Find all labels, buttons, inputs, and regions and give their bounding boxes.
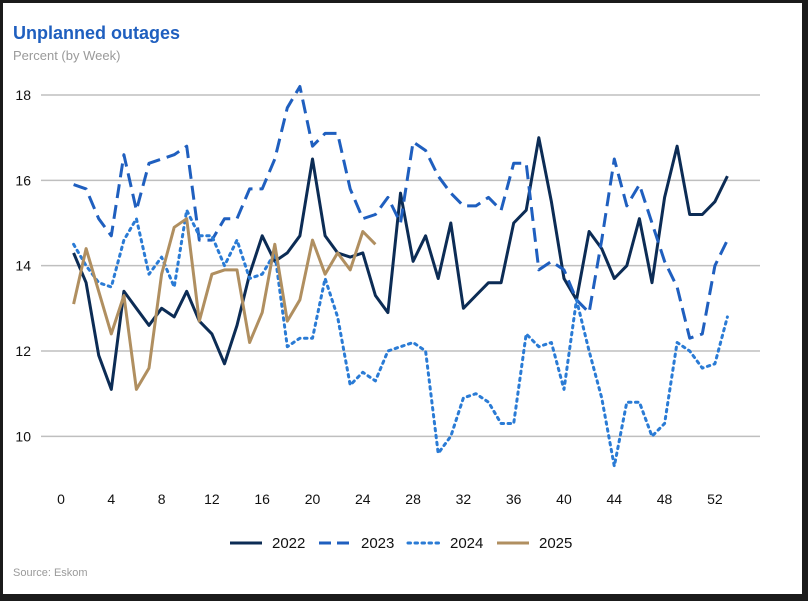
x-tick-label: 40: [556, 491, 572, 507]
x-tick-label: 44: [606, 491, 622, 507]
y-tick-label: 18: [15, 87, 31, 103]
legend-label-2024: 2024: [450, 535, 483, 552]
x-tick-label: 28: [405, 491, 421, 507]
x-tick-label: 4: [107, 491, 115, 507]
x-tick-label: 0: [57, 491, 65, 507]
legend: 2022 2023 2024 2025: [230, 535, 572, 552]
y-tick-label: 16: [15, 172, 31, 188]
series-lines: [72, 85, 729, 468]
y-tick-label: 12: [15, 343, 31, 359]
x-tick-label: 12: [204, 491, 220, 507]
x-tick-label: 32: [456, 491, 472, 507]
y-tick-label: 14: [15, 258, 31, 274]
x-tick-label: 24: [355, 491, 371, 507]
x-tick-label: 48: [657, 491, 673, 507]
chart-subtitle: Percent (by Week): [13, 48, 121, 63]
x-tick-label: 52: [707, 491, 723, 507]
legend-label-2022: 2022: [272, 535, 305, 552]
y-axis-ticks: 10 12 14 16 18: [15, 87, 31, 444]
chart-title: Unplanned outages: [13, 23, 181, 43]
legend-label-2025: 2025: [539, 535, 572, 552]
series-line-2022: [72, 136, 729, 391]
series-line-2025: [72, 217, 377, 391]
grid: [41, 94, 760, 438]
chart-card: Unplanned outages Percent (by Week) 10 12…: [3, 3, 802, 594]
x-axis-ticks: 0 4 8 12 16 20 24 28 32 36 40 44 48 52: [57, 491, 723, 507]
x-tick-label: 16: [254, 491, 270, 507]
series-line-2024: [72, 208, 729, 468]
x-tick-label: 20: [305, 491, 321, 507]
series-line-2023: [73, 85, 729, 340]
x-tick-label: 8: [158, 491, 166, 507]
legend-label-2023: 2023: [361, 535, 394, 552]
source-note: Source: Eskom: [13, 567, 88, 579]
y-tick-label: 10: [15, 428, 31, 444]
x-tick-label: 36: [506, 491, 522, 507]
